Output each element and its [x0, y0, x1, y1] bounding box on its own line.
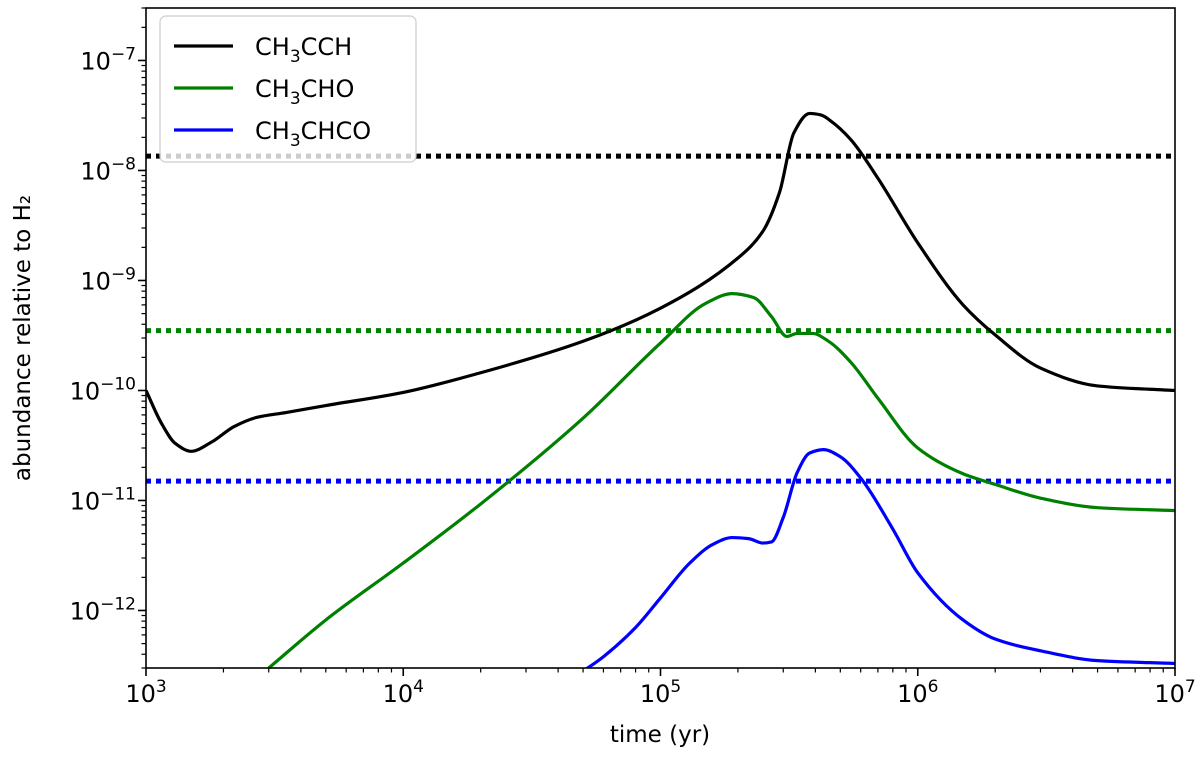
y-tick-label: 10−9 — [80, 264, 136, 295]
x-tick-label: 106 — [897, 677, 938, 708]
x-tick-label: 107 — [1154, 677, 1195, 708]
series-lines — [146, 111, 1175, 668]
x-tick-label: 103 — [125, 677, 166, 708]
series-line — [267, 291, 1175, 668]
x-axis: 103 104 105 106 107 — [125, 668, 1196, 708]
legend-label: CH3CHCO — [255, 117, 371, 151]
series-line — [146, 111, 1175, 453]
legend-label: CH3CHO — [255, 75, 354, 109]
legend: CH3CCH CH3CHO CH3CHCO — [159, 15, 417, 163]
y-tick-label: 10−12 — [70, 594, 136, 625]
y-axis: 10−12 10−11 10−10 10−9 10−8 10−7 — [70, 7, 146, 669]
reference-lines — [146, 153, 1175, 484]
series-line — [584, 448, 1175, 668]
y-axis-label: abundance relative to H₂ — [10, 195, 36, 481]
legend-label: CH3CCH — [255, 33, 352, 67]
legend-frame — [159, 15, 417, 163]
y-tick-label: 10−7 — [80, 44, 136, 75]
y-tick-label: 10−8 — [80, 154, 136, 185]
y-tick-label: 10−11 — [70, 484, 136, 515]
x-tick-label: 105 — [640, 677, 681, 708]
y-tick-label: 10−10 — [70, 374, 136, 405]
x-axis-label: time (yr) — [610, 722, 710, 748]
x-tick-label: 104 — [383, 677, 424, 708]
